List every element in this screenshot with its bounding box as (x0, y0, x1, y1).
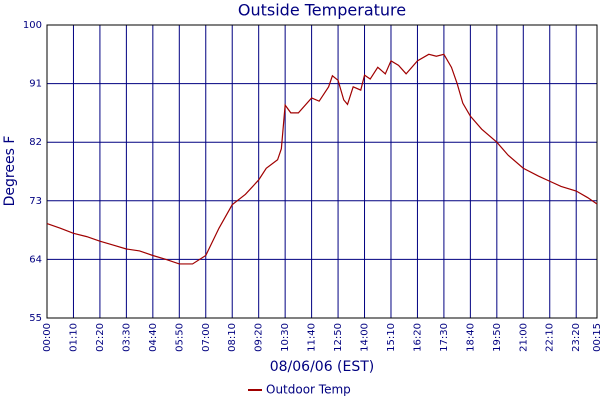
x-tick-label: 18:40 (465, 323, 476, 352)
x-tick-label: 12:50 (333, 323, 344, 352)
x-tick-label: 15:10 (386, 323, 397, 352)
y-axis-label: Degrees F (2, 136, 18, 207)
y-tick-label: 82 (29, 137, 42, 148)
x-tick-label: 11:40 (307, 323, 318, 352)
x-tick-label: 22:10 (545, 323, 556, 352)
x-tick-label: 09:20 (254, 323, 265, 352)
x-tick-label: 00:15 (592, 323, 600, 352)
legend-label: Outdoor Temp (266, 383, 351, 397)
y-tick-label: 64 (29, 254, 42, 265)
x-tick-label: 14:00 (360, 323, 371, 352)
x-tick-label: 01:10 (68, 323, 79, 352)
y-tick-label: 91 (29, 79, 42, 90)
x-tick-label: 04:40 (148, 323, 159, 352)
x-tick-label: 05:50 (174, 323, 185, 352)
x-tick-label: 03:30 (121, 323, 132, 352)
plot-border (46, 24, 598, 319)
x-tick-label: 23:20 (571, 323, 582, 352)
x-tick-label: 19:50 (492, 323, 503, 352)
y-tick-label: 100 (23, 20, 42, 31)
y-tick-label: 73 (29, 196, 42, 207)
x-tick-label: 10:30 (280, 323, 291, 352)
x-tick-label: 08:10 (227, 323, 238, 352)
x-axis-label: 08/06/06 (EST) (270, 359, 375, 375)
data-line (46, 53, 598, 265)
x-tick-label: 17:30 (439, 323, 450, 352)
x-tick-label: 00:00 (42, 323, 53, 352)
x-tick-label: 21:00 (518, 323, 529, 352)
x-tick-label: 02:20 (95, 323, 106, 352)
x-tick-label: 07:00 (201, 323, 212, 352)
x-tick-label: 16:20 (412, 323, 423, 352)
y-tick-label: 55 (29, 313, 42, 324)
chart-title: Outside Temperature (238, 1, 406, 20)
